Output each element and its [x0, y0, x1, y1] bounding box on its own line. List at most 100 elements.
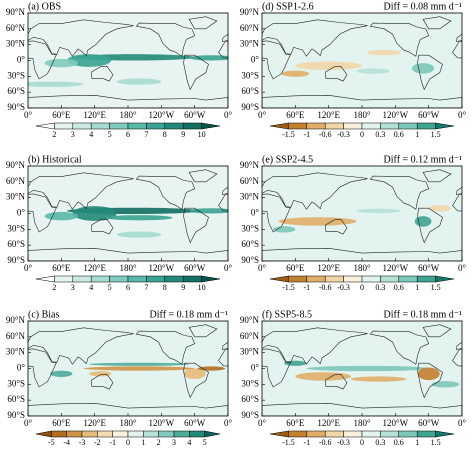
- shade: [197, 366, 226, 371]
- cb-end: [435, 430, 455, 438]
- coast: [28, 403, 228, 416]
- shade: [417, 367, 440, 381]
- coast: [135, 330, 196, 365]
- lat-label: 30°N: [240, 39, 260, 49]
- lat-label: 30°S: [7, 70, 25, 80]
- cb-swatch: [343, 275, 363, 283]
- lat-label: 30°N: [240, 347, 260, 357]
- diff-label: Diff = 0.18 mm d⁻¹: [150, 309, 228, 320]
- coast: [135, 22, 196, 57]
- coast: [422, 169, 452, 183]
- cb-swatch: [146, 275, 166, 283]
- coast: [262, 172, 368, 210]
- lon-label: 120°W: [149, 110, 175, 120]
- lat-label: 60°S: [241, 239, 259, 249]
- shade: [306, 365, 429, 372]
- lon-label: 120°E: [317, 418, 340, 428]
- cb-label: 10: [198, 283, 206, 292]
- cb-label: 2: [157, 438, 161, 447]
- cb-swatch: [164, 122, 184, 130]
- panel-title: (b) Historical: [28, 154, 82, 165]
- cb-label: 6: [126, 130, 130, 139]
- coast: [417, 207, 443, 244]
- coast: [325, 373, 348, 390]
- cb-label: 4: [187, 438, 191, 447]
- lat-label: 60°S: [241, 86, 259, 96]
- cb-swatch: [109, 122, 129, 130]
- cb-label: 0.6: [394, 283, 404, 292]
- cb-end: [204, 430, 221, 438]
- lon-label: 0°: [224, 110, 233, 120]
- lat-label: 60°S: [7, 394, 25, 404]
- lat-label: 0°: [17, 208, 26, 218]
- cb-swatch: [361, 122, 381, 130]
- cb-label: 0.6: [394, 130, 404, 139]
- cb-label: -0.3: [337, 283, 350, 292]
- lon-label: 60°W: [184, 263, 206, 273]
- cb-end: [269, 275, 289, 283]
- cb-label: -1: [303, 130, 310, 139]
- cb-swatch: [288, 122, 308, 130]
- cb-swatch: [51, 430, 67, 438]
- cb-label: 0.3: [375, 130, 385, 139]
- map: [28, 166, 228, 261]
- lat-label: 60°N: [240, 23, 260, 33]
- coast: [28, 193, 57, 233]
- lon-label: 0°: [458, 263, 467, 273]
- cb-label: 0: [126, 438, 130, 447]
- cb-swatch: [416, 275, 436, 283]
- cb-label: 3: [172, 438, 176, 447]
- lat-label: 60°N: [240, 176, 260, 186]
- lon-label: 120°W: [383, 263, 409, 273]
- coast: [262, 348, 291, 388]
- lat-label: 0°: [17, 55, 26, 65]
- cb-swatch: [164, 275, 184, 283]
- cb-swatch: [361, 430, 381, 438]
- cb-label: -1: [109, 438, 116, 447]
- cb-swatch: [72, 275, 92, 283]
- lat-label: 30°N: [6, 39, 26, 49]
- lat-label: 90°S: [7, 102, 25, 112]
- lat-label: 60°N: [6, 331, 26, 341]
- cb-swatch: [66, 430, 83, 438]
- map: [28, 13, 228, 108]
- cb-label: -0.6: [319, 438, 332, 447]
- cb-label: 1: [415, 438, 419, 447]
- cb-swatch: [54, 275, 74, 283]
- lat-label: 90°N: [6, 7, 26, 17]
- lat-label: 0°: [251, 363, 260, 373]
- cb-swatch: [380, 122, 400, 130]
- cb-end: [201, 122, 221, 130]
- cb-end: [435, 122, 455, 130]
- shade: [428, 205, 451, 212]
- cb-swatch: [97, 430, 113, 438]
- lat-label: 60°S: [241, 394, 259, 404]
- lat-label: 60°N: [6, 176, 26, 186]
- lon-label: 120°E: [83, 263, 106, 273]
- cb-label: 8: [163, 283, 167, 292]
- lon-label: 0°: [24, 263, 33, 273]
- coast: [422, 16, 452, 30]
- cb-label: -1: [303, 283, 310, 292]
- cb-label: 3: [71, 130, 75, 139]
- cb-label: 5: [203, 438, 207, 447]
- diff-label: Diff = 0.08 mm d⁻¹: [384, 1, 462, 12]
- coast: [262, 248, 462, 261]
- lon-label: 60°E: [52, 110, 71, 120]
- coast: [262, 40, 291, 80]
- shade: [66, 54, 112, 67]
- panel-title: (d) SSP1-2.6: [262, 1, 314, 12]
- shade: [431, 381, 460, 388]
- lon-label: 0°: [458, 110, 467, 120]
- coast: [183, 207, 209, 244]
- coast: [183, 362, 209, 399]
- coast: [28, 40, 57, 80]
- coast: [262, 193, 291, 233]
- cb-swatch: [416, 122, 436, 130]
- cb-label: 4: [89, 283, 93, 292]
- shade: [367, 49, 401, 56]
- cb-swatch: [127, 122, 147, 130]
- lat-label: 90°S: [241, 255, 259, 265]
- lat-label: 90°N: [240, 7, 260, 17]
- cb-swatch: [173, 430, 190, 438]
